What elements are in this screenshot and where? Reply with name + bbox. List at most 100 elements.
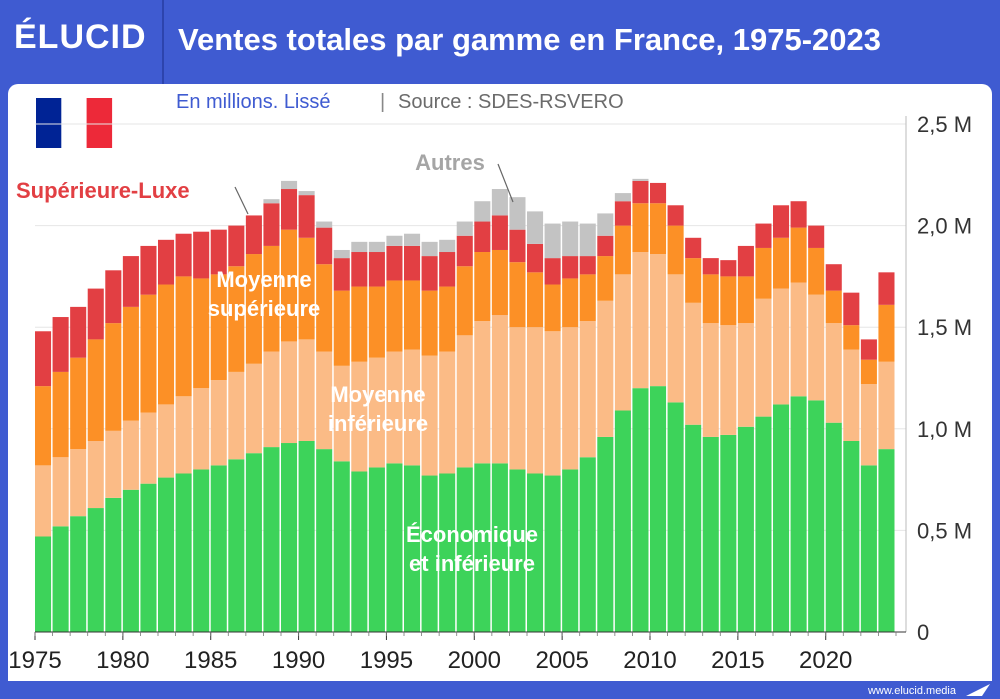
subtitle-unit: En millions. Lissé — [176, 91, 331, 113]
bar-segment — [632, 178, 649, 181]
y-tick-label: 1,5 M — [917, 315, 972, 340]
bar-segment — [614, 193, 631, 202]
bar-segment — [544, 223, 561, 259]
x-tick-label: 1980 — [96, 647, 149, 674]
bar-segment — [667, 225, 684, 275]
header-divider — [162, 0, 164, 84]
y-tick-label: 0 — [917, 620, 929, 645]
bar-segment — [860, 339, 877, 360]
bar-segment — [843, 325, 860, 350]
bar-segment — [175, 396, 192, 474]
bar-segment — [439, 286, 456, 352]
bar-segment — [281, 341, 298, 444]
bar-segment — [491, 463, 508, 632]
bar-segment — [773, 205, 790, 238]
bar-segment — [70, 449, 87, 517]
bar-segment — [509, 197, 526, 230]
bar-segment — [579, 457, 596, 632]
bar-segment — [70, 516, 87, 632]
bar-segment — [474, 463, 491, 632]
bar-segment — [158, 239, 175, 285]
bar-segment — [351, 252, 368, 287]
bar-segment — [386, 245, 403, 281]
bar-segment — [140, 245, 157, 295]
bar-segment — [35, 536, 52, 632]
bar-segment — [281, 180, 298, 190]
bar-segment — [527, 327, 544, 474]
bar-segment — [808, 294, 825, 401]
bar-segment — [439, 473, 456, 632]
bar-segment — [210, 465, 227, 632]
bar-segment — [263, 245, 280, 352]
bar-segment — [860, 359, 877, 385]
bar-segment — [790, 396, 807, 632]
bar-segment — [544, 258, 561, 285]
bar-segment — [193, 388, 210, 470]
header: ÉLUCID Ventes totales par gamme en Franc… — [0, 0, 1000, 84]
bar-segment — [52, 457, 69, 527]
bar-segment — [808, 247, 825, 295]
bar-segment — [386, 235, 403, 246]
bar-segment — [667, 274, 684, 403]
bar-segment — [404, 280, 421, 350]
bar-segment — [122, 256, 139, 307]
bar-segment — [140, 294, 157, 413]
bar-segment — [316, 449, 333, 632]
paper-plane-icon — [966, 684, 990, 696]
bar-segment — [281, 189, 298, 230]
bar-segment — [456, 266, 473, 336]
chart-card: En millions. Lissé | Source : SDES-RSVER… — [8, 84, 992, 681]
series-2 — [35, 203, 895, 466]
y-tick-label: 0,5 M — [917, 518, 972, 543]
bar-segment — [790, 282, 807, 397]
bar-segment — [720, 325, 737, 435]
bar-segment — [755, 416, 772, 632]
bar-segment — [667, 402, 684, 632]
bar-segment — [474, 201, 491, 222]
bar-segment — [404, 245, 421, 281]
flag-stripe — [61, 98, 87, 148]
bar-segment — [122, 420, 139, 490]
bar-segment — [667, 205, 684, 226]
bar-segment — [878, 449, 895, 632]
bar-segment — [456, 235, 473, 267]
brand-logo: ÉLUCID — [14, 18, 147, 56]
bar-segment — [737, 245, 754, 277]
bar-segment — [439, 239, 456, 253]
subtitle-separator: | — [380, 91, 385, 113]
bar-segment — [404, 349, 421, 466]
bar-segment — [527, 243, 544, 273]
bar-segment — [175, 473, 192, 632]
bar-segment — [790, 201, 807, 228]
bar-segment — [614, 225, 631, 275]
bar-segment — [122, 306, 139, 421]
bar-segment — [263, 199, 280, 204]
subtitle-source: Source : SDES-RSVERO — [398, 91, 624, 113]
series-1 — [35, 252, 895, 537]
series-label-moyenne-superieure: Moyenne supérieure — [208, 267, 321, 321]
series-label-moyenne-inferieure: Moyenne inférieure — [328, 382, 428, 436]
bar-segment — [544, 331, 561, 476]
bar-segment — [491, 215, 508, 250]
bar-segment — [158, 477, 175, 632]
bar-segment — [333, 365, 350, 462]
bar-segment — [298, 339, 315, 441]
bar-segment — [87, 288, 104, 340]
bar-segment — [421, 290, 438, 356]
bar-segment — [439, 252, 456, 287]
bar-segment — [421, 256, 438, 291]
bar-segment — [368, 357, 385, 468]
bar-segment — [527, 211, 544, 244]
bar-segment — [685, 302, 702, 425]
bar-segment — [702, 258, 719, 275]
x-tick-label: 1995 — [360, 647, 413, 674]
bar-segment — [316, 264, 333, 352]
bar-segment — [878, 272, 895, 305]
bar-segment — [755, 223, 772, 248]
bar-segment — [632, 180, 649, 204]
bar-segment — [245, 363, 262, 454]
bar-segment — [544, 284, 561, 332]
series-label-autres: Autres — [415, 150, 485, 175]
bar-segment — [650, 182, 667, 204]
bar-segment — [316, 221, 333, 228]
